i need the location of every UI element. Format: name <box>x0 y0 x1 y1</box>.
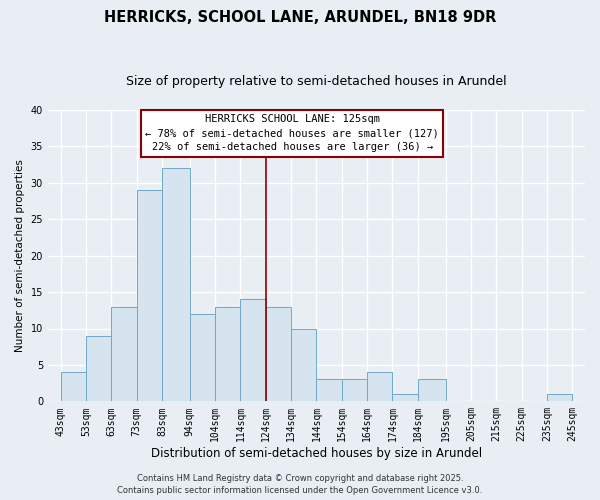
Bar <box>418 380 446 402</box>
Bar <box>241 300 266 402</box>
X-axis label: Distribution of semi-detached houses by size in Arundel: Distribution of semi-detached houses by … <box>151 447 482 460</box>
Bar <box>316 380 342 402</box>
Bar <box>291 328 316 402</box>
Bar <box>266 306 291 402</box>
Bar <box>547 394 572 402</box>
Bar <box>190 314 215 402</box>
Title: Size of property relative to semi-detached houses in Arundel: Size of property relative to semi-detach… <box>126 75 507 88</box>
Bar <box>215 306 241 402</box>
Bar <box>86 336 111 402</box>
Bar <box>61 372 86 402</box>
Y-axis label: Number of semi-detached properties: Number of semi-detached properties <box>15 159 25 352</box>
Bar <box>392 394 418 402</box>
Text: HERRICKS, SCHOOL LANE, ARUNDEL, BN18 9DR: HERRICKS, SCHOOL LANE, ARUNDEL, BN18 9DR <box>104 10 496 25</box>
Bar <box>162 168 190 402</box>
Bar <box>111 306 137 402</box>
Text: HERRICKS SCHOOL LANE: 125sqm
← 78% of semi-detached houses are smaller (127)
22%: HERRICKS SCHOOL LANE: 125sqm ← 78% of se… <box>145 114 439 152</box>
Bar <box>137 190 162 402</box>
Text: Contains HM Land Registry data © Crown copyright and database right 2025.
Contai: Contains HM Land Registry data © Crown c… <box>118 474 482 495</box>
Bar <box>342 380 367 402</box>
Bar <box>367 372 392 402</box>
